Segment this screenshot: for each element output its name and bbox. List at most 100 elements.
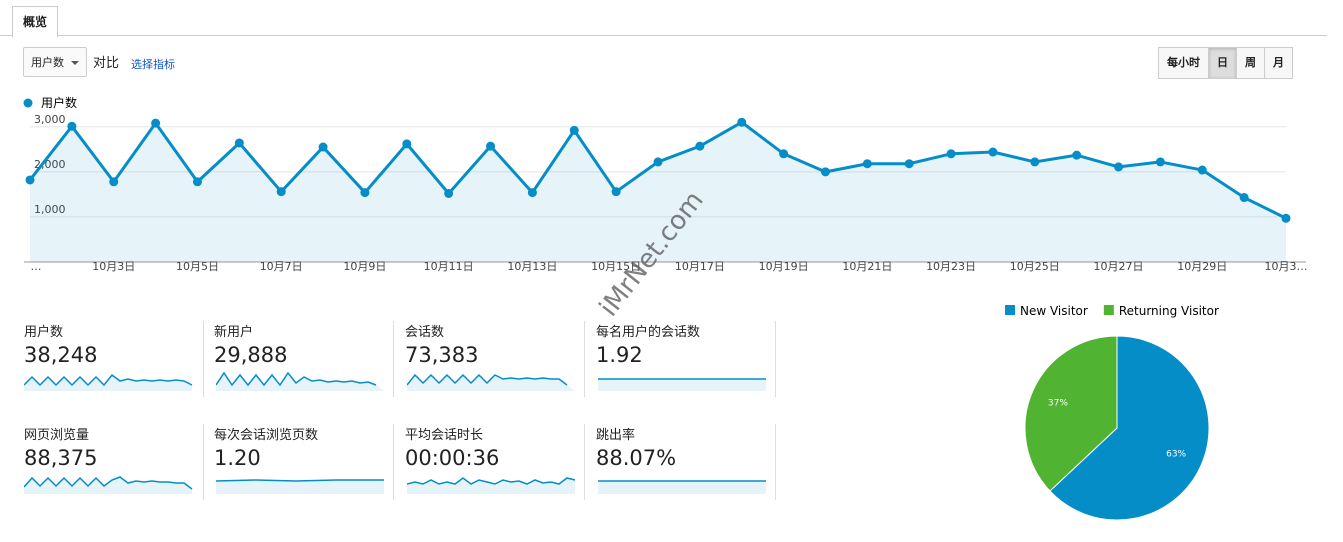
point [67,121,77,131]
metric-card: 每名用户的会话数 1.92 [596,321,776,397]
sparkline [24,476,193,494]
x-tick-label: 10月3日 [92,260,135,273]
metric-label: 会话数 [405,325,445,340]
x-tick-label: 10月5日 [176,260,219,273]
metric-label: 每次会话浏览页数 [214,428,319,443]
metric-separator [203,424,204,500]
point [402,139,412,149]
sparkline-area [216,480,384,494]
metric-separator [775,321,776,397]
metric-label: 网页浏览量 [24,428,90,443]
metric-card: 网页浏览量 88,375 [24,424,204,500]
tab-bar-line [0,35,1327,36]
metric-card: 会话数 73,383 [405,321,585,397]
sparkline-area [598,481,766,494]
legend-marker [23,98,33,108]
point [276,187,286,197]
metric-dropdown[interactable]: 用户数 [23,47,87,77]
point [1114,162,1124,172]
metric-separator [393,424,394,500]
metric-label: 每名用户的会话数 [596,325,701,340]
point [904,159,914,169]
metric-label: 跳出率 [596,428,636,443]
legend-label: Returning Visitor [1119,304,1219,318]
x-tick-label: 10月15日 [591,260,641,273]
metric-separator [393,321,394,397]
y-tick-label: 2,000 [34,158,66,171]
tab[interactable]: 概览 [12,6,58,38]
sparkline [407,477,576,494]
day-button[interactable]: 日 [1208,47,1237,79]
legend-swatch [1103,305,1114,315]
metric-separator [203,321,204,397]
point [862,159,872,169]
sparkline-line [407,373,568,386]
week-button[interactable]: 周 [1236,47,1265,79]
sparkline-area [407,478,575,494]
metric-value: 38,248 [24,343,98,367]
point [653,157,663,167]
point [988,147,998,157]
metric-value: 00:00:36 [405,446,500,470]
metric-card: 平均会话时长 00:00:36 [405,424,585,500]
x-tick-label: 10月19日 [759,260,809,273]
point [1155,157,1165,167]
x-tick-label: … [31,260,42,273]
compare-label: 对比 [93,56,120,71]
choose-metric-link[interactable]: 选择指标 [131,58,175,71]
sparkline-line [216,479,384,482]
y-tick-label: 1,000 [34,203,66,216]
x-tick-label: 10月17日 [675,260,725,273]
legend-label: 用户数 [41,95,77,110]
point [360,188,370,198]
x-tick-label: 10月3… [1265,260,1308,273]
point [527,188,537,198]
point [1030,157,1040,167]
metric-value: 73,383 [405,343,479,367]
point [779,149,789,159]
metric-card: 新用户 29,888 [214,321,394,397]
granularity-buttons: 每小时 日 周 月 [1158,47,1293,79]
metric-value: 1.92 [596,343,643,367]
metric-value: 1.20 [214,446,261,470]
x-tick-label: 10月11日 [424,260,474,273]
sparkline-area [598,379,766,391]
point [192,177,202,187]
point [737,117,747,127]
metric-card: 用户数 38,248 [24,321,204,397]
point [25,175,35,185]
metric-separator [584,424,585,500]
x-tick-label: 10月23日 [926,260,976,273]
x-tick-label: 10月27日 [1094,260,1144,273]
metric-label: 用户数 [24,325,64,340]
metric-separator [584,321,585,397]
sparkline-area [407,375,575,391]
metric-card: 每次会话浏览页数 1.20 [214,424,394,500]
sparkline-line [407,477,576,485]
point [1072,150,1082,160]
point [946,149,956,159]
x-tick-label: 10月21日 [842,260,892,273]
sparkline [216,371,384,391]
metric-value: 88,375 [24,446,98,470]
metric-value: 29,888 [214,343,288,367]
sparkline-line [24,373,193,387]
point [151,118,161,128]
x-tick-label: 10月9日 [343,260,386,273]
point [1281,213,1291,223]
legend-swatch [1005,305,1015,315]
point [569,125,579,135]
point [1239,193,1249,203]
point [486,141,496,151]
month-button[interactable]: 月 [1264,47,1293,79]
sparkline [216,479,384,494]
area [30,122,1286,262]
point [1197,165,1207,175]
point [109,177,119,187]
pie-slice [1049,335,1210,521]
point [820,167,830,177]
metric-label: 平均会话时长 [405,428,484,443]
point [234,138,244,148]
